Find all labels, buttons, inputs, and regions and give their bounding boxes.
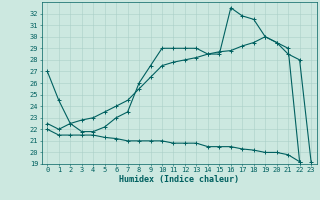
X-axis label: Humidex (Indice chaleur): Humidex (Indice chaleur) bbox=[119, 175, 239, 184]
